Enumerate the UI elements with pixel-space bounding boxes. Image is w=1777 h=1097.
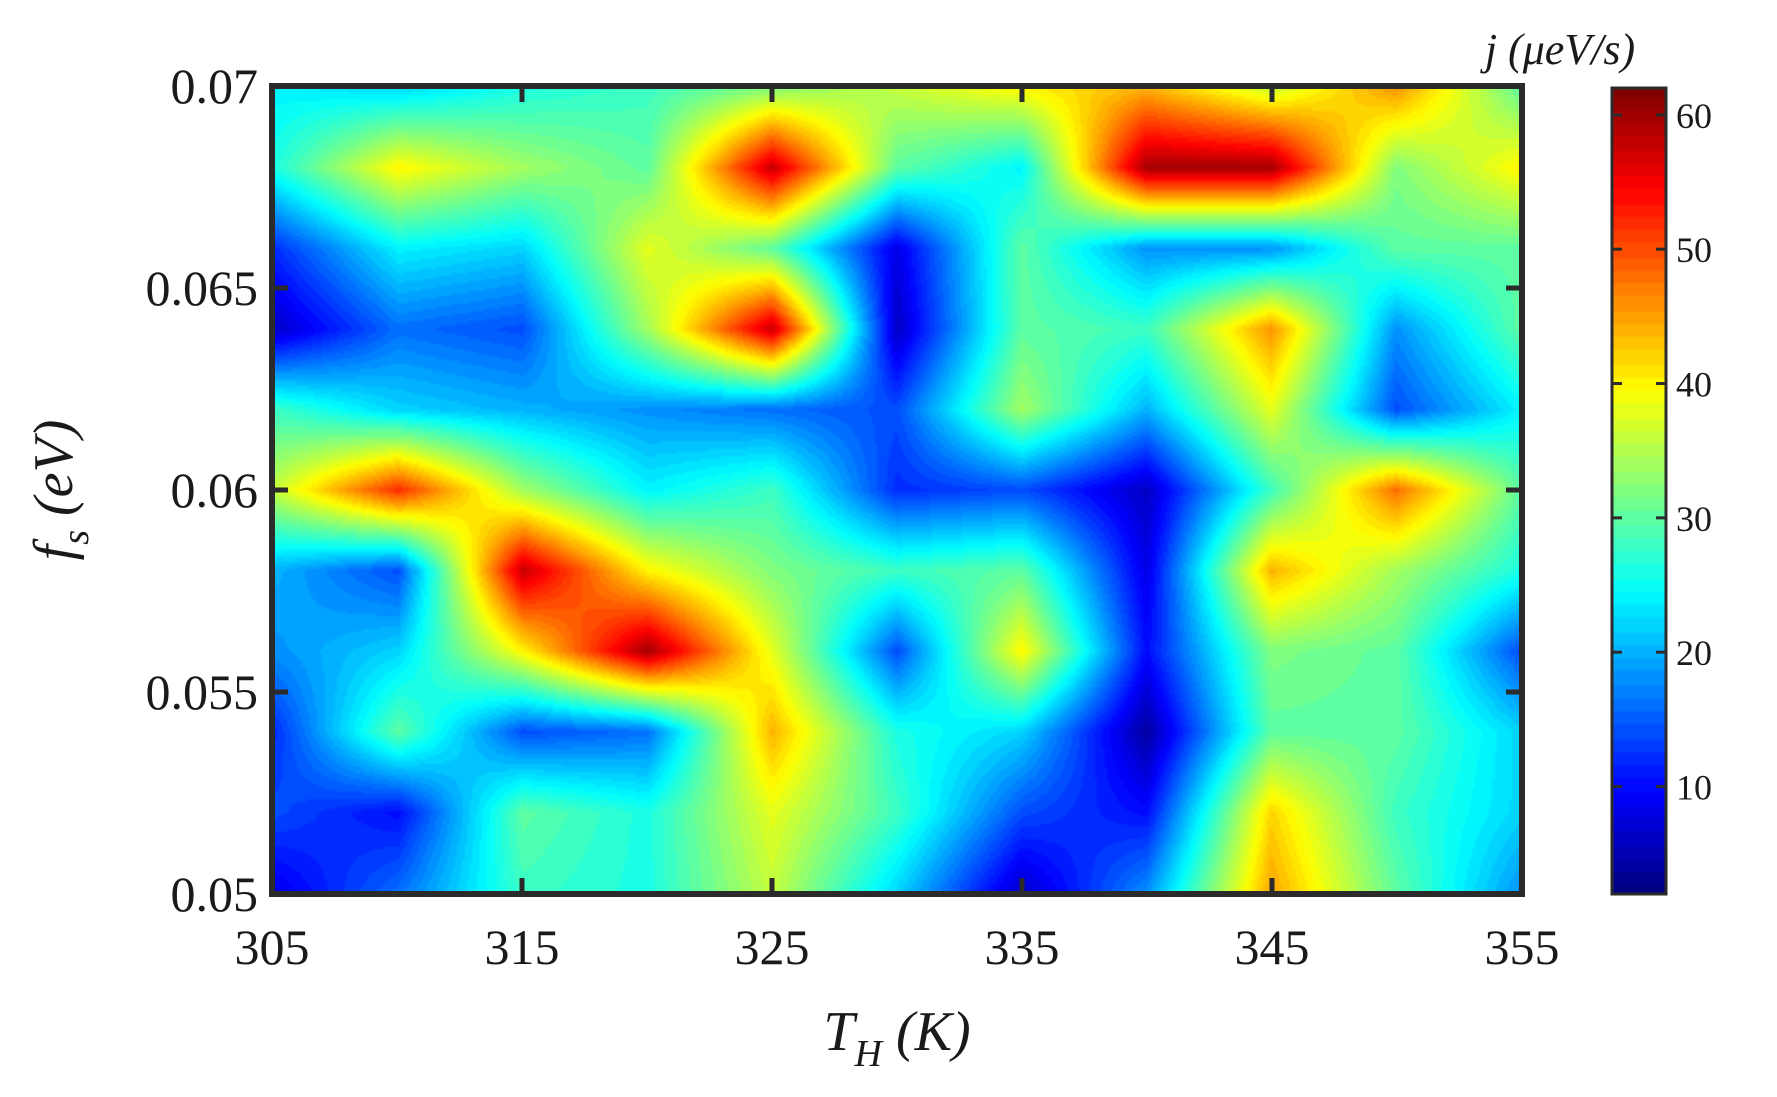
y-tick-label: 0.05 bbox=[171, 866, 259, 922]
y-tick-label: 0.065 bbox=[146, 260, 259, 316]
x-tick-label: 325 bbox=[735, 919, 810, 975]
colorbar-gradient bbox=[1612, 88, 1666, 894]
colorbar-tick-marks bbox=[1612, 113, 1666, 789]
y-axis-label: fs (eV) bbox=[23, 420, 97, 561]
x-axis-label-subscript: H bbox=[854, 1033, 885, 1075]
colorbar: 10 20 30 40 50 60 j (μeV/s) bbox=[1480, 25, 1712, 896]
y-tick-label: 0.06 bbox=[171, 462, 259, 518]
colorbar-tick-label: 40 bbox=[1676, 365, 1712, 405]
colorbar-tick-label: 60 bbox=[1676, 96, 1712, 136]
colorbar-tick-label: 30 bbox=[1676, 499, 1712, 539]
x-tick-label: 305 bbox=[235, 919, 310, 975]
x-tick-labels: 305 315 325 335 345 355 bbox=[235, 919, 1560, 975]
colorbar-tick-labels: 10 20 30 40 50 60 bbox=[1676, 96, 1712, 808]
y-tick-marks bbox=[272, 83, 1522, 897]
colorbar-tick-label: 50 bbox=[1676, 230, 1712, 270]
y-tick-labels: 0.05 0.055 0.06 0.065 0.07 bbox=[146, 58, 259, 922]
x-tick-label: 315 bbox=[485, 919, 560, 975]
x-axis-label: TH (K) bbox=[823, 1001, 970, 1075]
x-tick-label: 345 bbox=[1235, 919, 1310, 975]
x-axis-label-main: T bbox=[823, 1001, 858, 1063]
colorbar-label: j (μeV/s) bbox=[1480, 25, 1635, 74]
colorbar-tick-label: 10 bbox=[1676, 768, 1712, 808]
colorbar-frame bbox=[1610, 86, 1668, 896]
x-tick-marks bbox=[269, 86, 1525, 894]
y-tick-label: 0.07 bbox=[171, 58, 259, 114]
x-axis-label-unit: (K) bbox=[882, 1001, 971, 1063]
heatmap-layer bbox=[272, 86, 1522, 894]
x-tick-label: 335 bbox=[985, 919, 1060, 975]
heatmap-surface bbox=[272, 86, 1522, 894]
x-tick-label: 355 bbox=[1485, 919, 1560, 975]
y-tick-label: 0.055 bbox=[146, 664, 259, 720]
y-axis-label-subscript: s bbox=[55, 530, 97, 545]
colorbar-tick-label: 20 bbox=[1676, 633, 1712, 673]
y-axis-label-unit: (eV) bbox=[23, 420, 85, 530]
